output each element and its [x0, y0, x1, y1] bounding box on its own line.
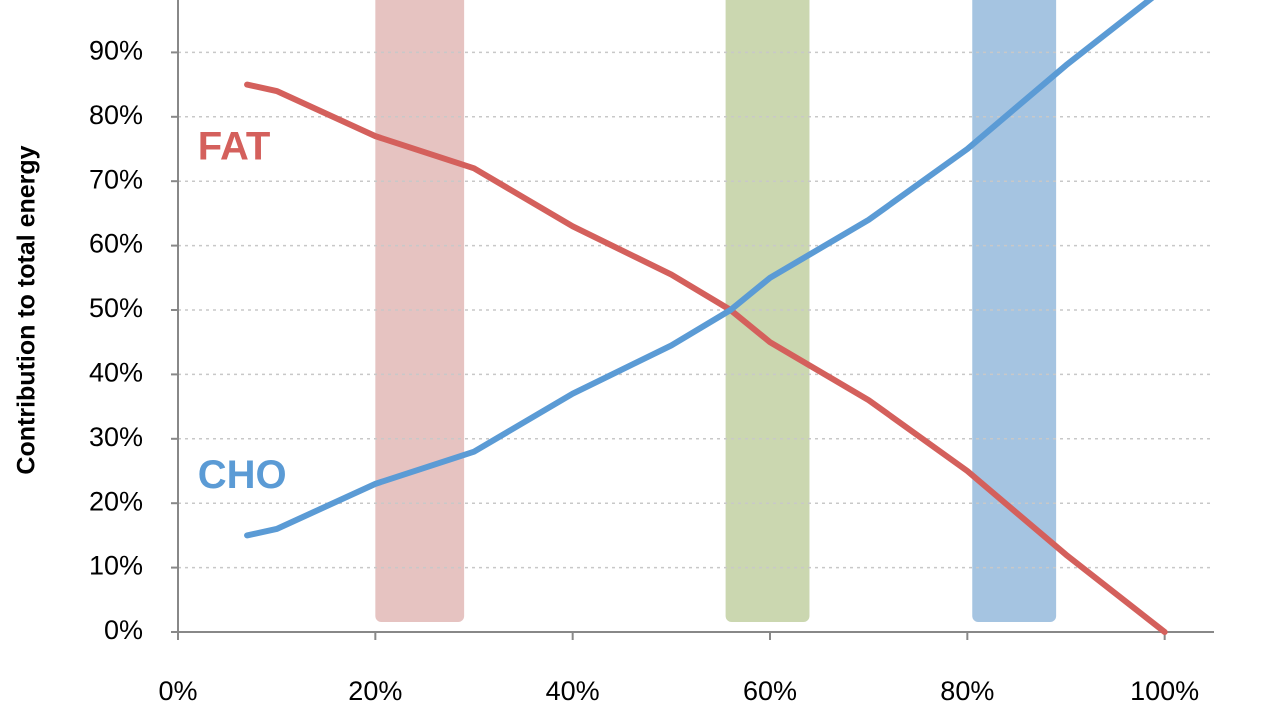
y-tick-label: 30% — [89, 422, 143, 452]
x-tick-label: 0% — [158, 676, 197, 706]
y-tick-label: 10% — [89, 551, 143, 581]
highlight-band — [972, 0, 1057, 622]
y-axis-title: Contribution to total energy — [13, 145, 41, 474]
series-line — [244, 81, 1168, 635]
y-tick-label: 40% — [89, 358, 143, 388]
x-tick-label: 80% — [940, 676, 994, 706]
x-tick-label: 20% — [348, 676, 402, 706]
y-tick-label: 100% — [74, 0, 143, 1]
series-label: CHO — [198, 453, 287, 497]
x-tick-label: 60% — [743, 676, 797, 706]
y-tick-label: 50% — [89, 293, 143, 323]
y-tick-label: 90% — [89, 36, 143, 66]
y-tick-label: 0% — [104, 615, 143, 645]
x-tick-label: 100% — [1130, 676, 1199, 706]
y-tick-label: 60% — [89, 229, 143, 259]
y-tick-label: 20% — [89, 486, 143, 516]
y-tick-label: 80% — [89, 100, 143, 130]
series-label: FAT — [198, 125, 271, 169]
series-line — [244, 0, 1155, 539]
y-tick-label: 70% — [89, 164, 143, 194]
highlight-band — [725, 0, 810, 622]
highlight-band — [375, 0, 465, 622]
x-tick-label: 40% — [546, 676, 600, 706]
